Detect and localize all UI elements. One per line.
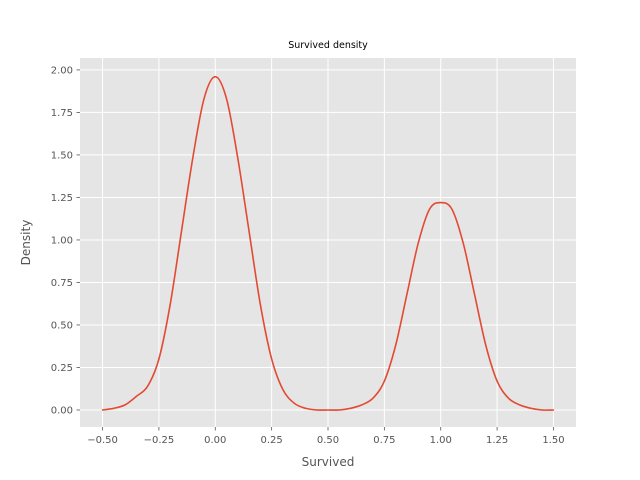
y-tick-label: 1.75 — [51, 108, 73, 119]
y-tick-label: 0.25 — [51, 363, 73, 374]
y-tick-label: 1.50 — [51, 150, 73, 161]
y-tick-label: 0.75 — [51, 278, 73, 289]
x-axis-label: Survived — [302, 455, 355, 469]
x-tick-label: 0.50 — [317, 435, 339, 446]
x-tick-label: −0.50 — [87, 435, 118, 446]
x-tick-label: 1.25 — [486, 435, 508, 446]
x-tick-label: 1.00 — [430, 435, 452, 446]
y-tick-label: 2.00 — [51, 65, 73, 76]
y-tick-label: 1.25 — [51, 193, 73, 204]
chart-title: Survived density — [288, 40, 368, 51]
y-tick-label: 0.00 — [51, 405, 73, 416]
y-tick-label: 0.50 — [51, 320, 73, 331]
y-tick-label: 1.00 — [51, 235, 73, 246]
density-line — [101, 75, 555, 411]
series-layer — [101, 75, 555, 411]
x-tick-label: 1.50 — [542, 435, 564, 446]
x-tick-label: 0.75 — [373, 435, 395, 446]
x-tick-label: 0.25 — [261, 435, 283, 446]
x-tick-label: 0.00 — [204, 435, 226, 446]
y-axis-label: Density — [19, 220, 33, 266]
axis-ticks: −0.50 −0.25 0.00 0.25 0.50 0.75 1.00 1.25 1.50 0.… — [51, 65, 565, 446]
x-tick-label: −0.25 — [144, 435, 175, 446]
